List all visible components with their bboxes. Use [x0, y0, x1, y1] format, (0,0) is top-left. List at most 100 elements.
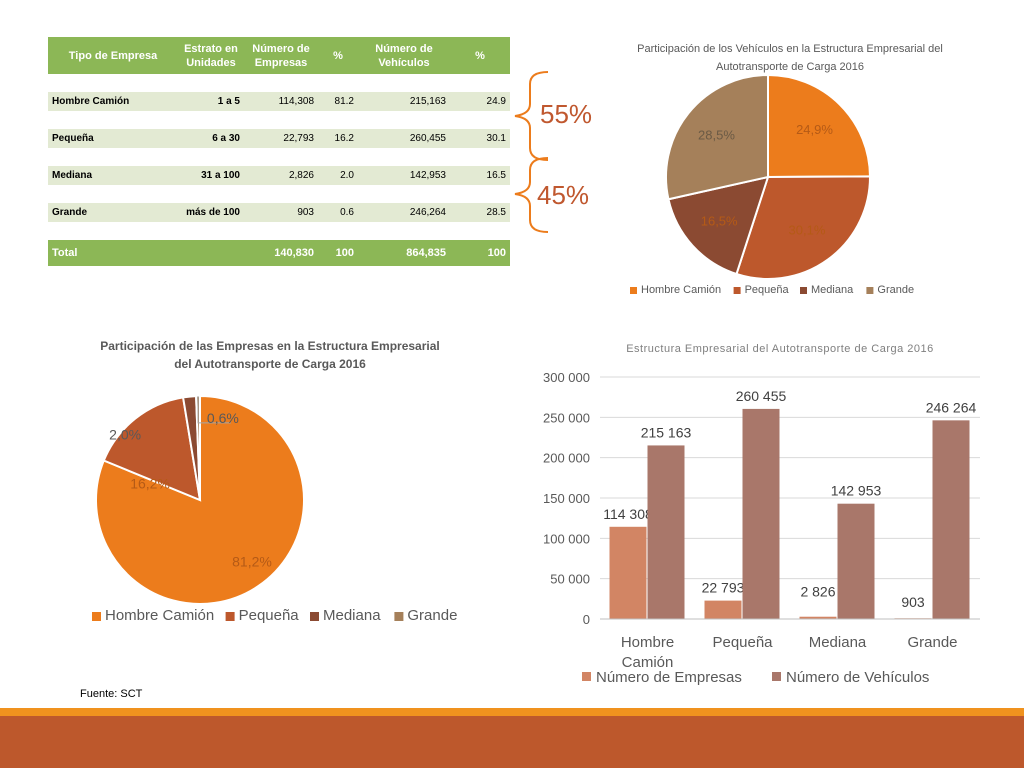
- cell-vehiculos: 142,953: [358, 166, 450, 185]
- table-row: Pequeña 6 a 30 22,793 16.2 260,455 30.1: [48, 129, 510, 148]
- x-tick-label: Camión: [622, 654, 674, 671]
- table-row: Grande más de 100 903 0.6 246,264 28.5: [48, 203, 510, 222]
- header-vehiculos: Número de Vehículos: [358, 37, 450, 74]
- brace-bottom-icon: [514, 157, 549, 233]
- table-total-row: Total 140,830 100 864,835 100: [48, 240, 510, 266]
- data-table: Tipo de Empresa Estrato en Unidades Núme…: [48, 37, 510, 266]
- bar: [932, 420, 970, 619]
- chart-title: Estructura Empresarial del Autotransport…: [626, 343, 934, 355]
- data-label: 24,9%: [796, 122, 833, 137]
- header-tipo: Tipo de Empresa: [48, 37, 178, 74]
- chart-title-line: Participación de los Vehículos en la Est…: [637, 43, 943, 55]
- data-label: 16,5%: [701, 213, 738, 228]
- data-label: 142 953: [831, 483, 882, 499]
- cell-pct-empresas: 2.0: [318, 166, 358, 185]
- legend-swatch: [630, 287, 637, 294]
- legend-label: Número de Vehículos: [786, 669, 929, 686]
- data-label: 22 793: [702, 580, 745, 596]
- table-row: Hombre Camión 1 a 5 114,308 81.2 215,163…: [48, 92, 510, 111]
- y-tick-label: 100 000: [543, 531, 590, 546]
- pie-slice: [195, 394, 201, 501]
- y-tick-label: 200 000: [543, 451, 590, 466]
- cell-tipo: Mediana: [48, 166, 178, 185]
- data-label: 16,2%: [130, 475, 170, 491]
- chart-legend: Número de Empresas Número de Vehículos: [582, 669, 929, 686]
- cell-vehiculos: 215,163: [358, 92, 450, 111]
- cell-pct-empresas: 81.2: [318, 92, 358, 111]
- chart-title-line: del Autotransporte de Carga 2016: [174, 357, 366, 371]
- data-label: 0,6%: [207, 410, 239, 426]
- legend-label: Hombre Camión: [105, 607, 214, 624]
- header-empresas: Número de Empresas: [244, 37, 318, 74]
- pie-slice: [665, 73, 769, 201]
- legend-swatch: [772, 672, 781, 681]
- legend-label: Mediana: [323, 607, 381, 624]
- legend-swatch: [733, 287, 741, 294]
- cell-estrato: 31 a 100: [178, 166, 244, 185]
- cell-estrato: 6 a 30: [178, 129, 244, 148]
- bar-chart-structure: Estructura Empresarial del Autotransport…: [543, 343, 980, 686]
- cell-tipo: Hombre Camión: [48, 92, 178, 111]
- table-header-row: Tipo de Empresa Estrato en Unidades Núme…: [48, 37, 510, 74]
- legend-label: Grande: [877, 284, 914, 296]
- data-label: 28,5%: [698, 128, 735, 143]
- cell-total-label: Total: [48, 240, 178, 266]
- cell-estrato: más de 100: [178, 203, 244, 222]
- legend-swatch: [582, 672, 591, 681]
- x-tick-label: Grande: [907, 634, 957, 651]
- cell-estrato: 1 a 5: [178, 92, 244, 111]
- pie-slice: [735, 175, 871, 280]
- legend-label: Número de Empresas: [596, 669, 742, 686]
- y-tick-label: 250 000: [543, 410, 590, 425]
- table-row: Mediana 31 a 100 2,826 2.0 142,953 16.5: [48, 166, 510, 185]
- pie-slice: [102, 396, 202, 502]
- cell-total-vehiculos: 864,835: [358, 240, 450, 266]
- data-label: 246 264: [926, 399, 977, 415]
- legend-label: Pequeña: [239, 607, 300, 624]
- cell-empresas: 903: [244, 203, 318, 222]
- pie-chart-vehicles: Participación de los Vehículos en la Est…: [630, 43, 943, 296]
- cell-pct-vehiculos: 24.9: [450, 92, 510, 111]
- cell-vehiculos: 246,264: [358, 203, 450, 222]
- cell-empresas: 114,308: [244, 92, 318, 111]
- legend-swatch: [225, 612, 235, 621]
- y-tick-label: 0: [583, 612, 590, 627]
- bar: [799, 616, 837, 619]
- legend-swatch: [800, 287, 807, 294]
- legend-swatch: [92, 612, 101, 621]
- chart-title-line: Participación de las Empresas en la Estr…: [100, 339, 440, 353]
- cell-vehiculos: 260,455: [358, 129, 450, 148]
- data-label: 2 826: [800, 584, 835, 600]
- x-tick-label: Pequeña: [712, 634, 773, 651]
- pie-slice: [667, 175, 770, 276]
- header-pct-empresas: %: [318, 37, 358, 74]
- cell-total-pct-vehiculos: 100: [450, 240, 510, 266]
- x-tick-label: Hombre: [621, 634, 674, 651]
- cell-total-empresas: 140,830: [244, 240, 318, 266]
- data-label: 30,1%: [789, 222, 826, 237]
- data-label: 114 308: [603, 506, 653, 522]
- cell-tipo: Pequeña: [48, 129, 178, 148]
- callout-55: 55%: [540, 99, 593, 129]
- x-tick-label: Mediana: [809, 634, 867, 651]
- chart-legend: Hombre Camión Pequeña Mediana Grande: [92, 607, 457, 624]
- y-tick-label: 50 000: [550, 572, 590, 587]
- data-label: 260 455: [736, 388, 787, 404]
- data-label: 81,2%: [232, 553, 272, 569]
- cell-pct-vehiculos: 28.5: [450, 203, 510, 222]
- chart-title-line: Autotransporte de Carga 2016: [716, 61, 864, 73]
- cell-pct-empresas: 0.6: [318, 203, 358, 222]
- legend-label: Grande: [407, 607, 457, 624]
- leader-line: [197, 396, 231, 424]
- y-tick-label: 150 000: [543, 491, 590, 506]
- header-estrato: Estrato en Unidades: [178, 37, 244, 74]
- bar: [647, 445, 685, 619]
- header-pct-vehiculos: %: [450, 37, 510, 74]
- cell-empresas: 2,826: [244, 166, 318, 185]
- cell-pct-empresas: 16.2: [318, 129, 358, 148]
- data-label: 903: [901, 594, 925, 610]
- cell-tipo: Grande: [48, 203, 178, 222]
- legend-swatch: [866, 287, 874, 294]
